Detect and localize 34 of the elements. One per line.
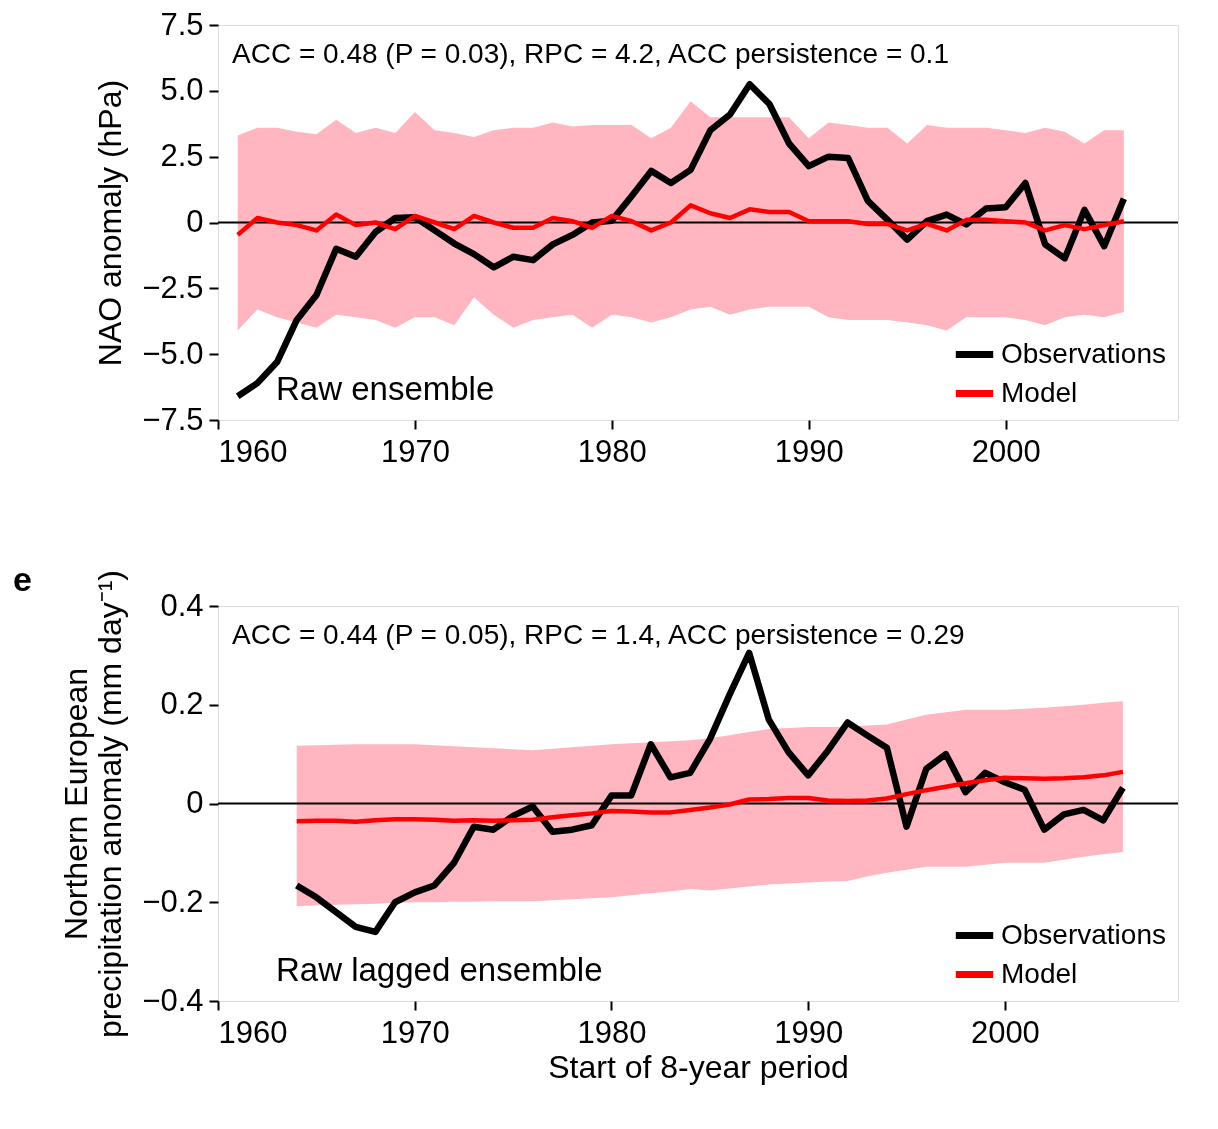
y-tick-label: −7.5	[142, 401, 204, 437]
x-tick-label: 1990	[774, 433, 844, 469]
y-tick-label: −0.4	[142, 982, 204, 1018]
y-tick-label: 0	[186, 204, 204, 239]
y-tick-label: −0.2	[142, 883, 204, 919]
y-tick-label: 0.2	[160, 686, 204, 722]
x-tick-label: 1980	[577, 433, 647, 469]
legend-label: Observations	[1001, 337, 1166, 369]
y-axis-title: Northern European precipitation anomaly (mm day⁻¹)	[58, 569, 129, 1039]
annotation: ACC = 0.48 (P = 0.03), RPC = 4.2, ACC persistence = 0.1	[232, 38, 949, 69]
y-tick-label: 0.4	[160, 587, 204, 623]
legend-label: Observations	[1001, 918, 1166, 950]
x-tick-label: 1990	[774, 1014, 844, 1050]
x-tick-label: 1970	[380, 1014, 450, 1050]
legend-label: Model	[1001, 376, 1078, 408]
x-tick-label: 2000	[971, 433, 1041, 469]
x-tick-label: 1960	[218, 1014, 288, 1050]
annotation: Raw ensemble	[276, 370, 495, 407]
y-axis-title: NAO anomaly (hPa)	[92, 79, 129, 367]
x-tick-label: 1980	[577, 1014, 647, 1050]
y-tick-label: 5.0	[160, 72, 204, 108]
annotation: ACC = 0.44 (P = 0.05), RPC = 1.4, ACC persistence = 0.29	[232, 619, 965, 650]
x-tick-label: 2000	[970, 1014, 1040, 1050]
y-tick-label: 7.5	[160, 6, 204, 42]
annotation: Raw lagged ensemble	[276, 951, 603, 988]
y-tick-label: −2.5	[142, 269, 204, 305]
x-axis-title: Start of 8-year period	[548, 1048, 849, 1085]
y-tick-label: 2.5	[160, 138, 204, 174]
x-tick-label: 1960	[218, 433, 288, 469]
legend-label: Model	[1001, 957, 1078, 989]
chart-title: e	[13, 560, 32, 598]
y-tick-label: 0	[186, 785, 204, 820]
x-tick-label: 1970	[380, 433, 450, 469]
y-tick-label: −5.0	[142, 335, 204, 371]
